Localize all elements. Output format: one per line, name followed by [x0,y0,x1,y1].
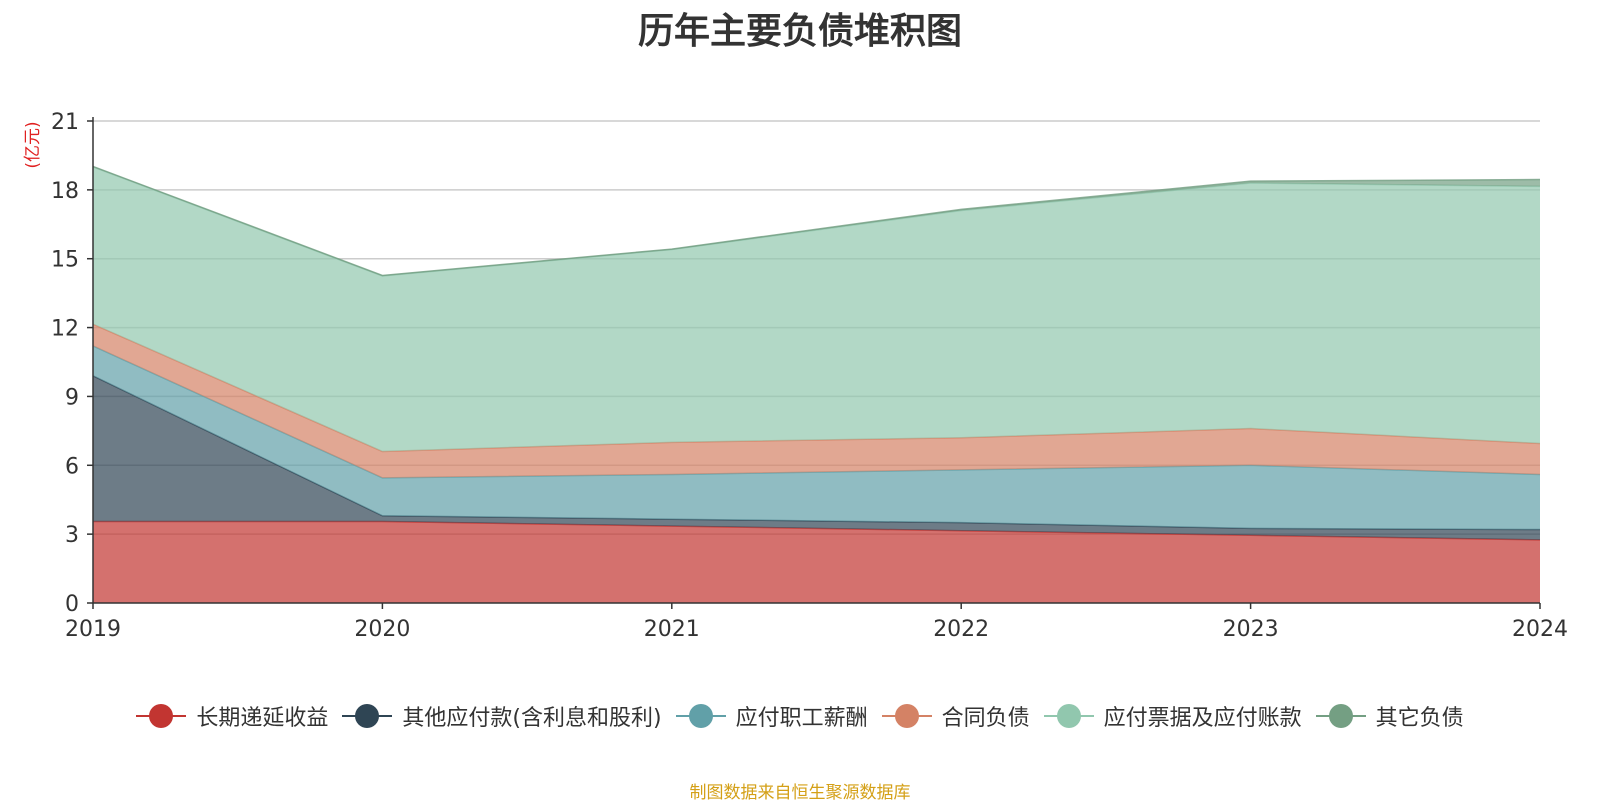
x-tick-label: 2021 [644,617,700,642]
legend-marker-icon [1315,703,1366,729]
source-note: 制图数据来自恒生聚源数据库 [689,783,911,803]
y-tick-label: 9 [65,385,79,410]
legend-item[interactable]: 长期递延收益 [136,700,328,732]
legend-dot [688,704,713,728]
legend-dot [894,704,919,728]
legend-item[interactable]: 合同负债 [881,700,1030,732]
axes: 0 3 6 9 12 15 18 21 2019 2020 2021 2022 2023 2024 [51,110,1568,642]
x-tick-label: 2020 [354,617,410,642]
legend-item[interactable]: 应付票据及应付账款 [1043,700,1302,732]
legend: 长期递延收益 其他应付款(含利息和股利) 应付职工薪酬 合同负债 应付票据及应付账款 其它… [0,700,1600,732]
legend-label: 其他应付款(含利息和股利) [402,706,662,731]
legend-dot [1056,704,1081,728]
legend-item[interactable]: 其它负债 [1315,700,1464,732]
area-长期递延收益 [93,521,1540,603]
legend-dot [355,704,380,728]
x-tick-label: 2024 [1512,617,1568,642]
y-tick-label: 18 [51,179,79,204]
legend-marker-icon [136,703,187,729]
area-应付职工薪酬 [93,345,1540,530]
legend-label: 合同负债 [941,706,1030,731]
x-tick-label: 2022 [933,617,989,642]
series-line-其它负债 [92,165,1541,277]
y-tick-label: 3 [65,523,79,548]
legend-label: 应付职工薪酬 [735,706,868,731]
legend-label: 应付票据及应付账款 [1103,706,1302,731]
y-tick-label: 12 [51,317,79,342]
y-tick-label: 0 [65,592,79,617]
legend-marker-icon [675,703,726,729]
legend-label: 长期递延收益 [196,706,329,731]
area-合同负债 [93,324,1540,478]
legend-marker-icon [1043,703,1094,729]
y-tick-label: 21 [51,110,79,135]
x-tick-label: 2019 [65,617,121,642]
legend-dot [149,704,174,728]
area-series [92,165,1541,603]
legend-item[interactable]: 其他应付款(含利息和股利) [342,700,662,732]
legend-dot [1328,704,1353,728]
legend-label: 其它负债 [1375,706,1464,731]
y-tick-label: 6 [65,454,79,479]
legend-item[interactable]: 应付职工薪酬 [675,700,868,732]
x-tick-label: 2023 [1223,617,1279,642]
y-axis-unit-label: (亿元) [23,121,43,168]
chart-title: 历年主要负债堆积图 [637,11,962,52]
legend-marker-icon [881,703,932,729]
y-tick-label: 15 [51,248,79,273]
area-应付票据及应付账款 [93,166,1540,452]
legend-marker-icon [342,703,393,729]
